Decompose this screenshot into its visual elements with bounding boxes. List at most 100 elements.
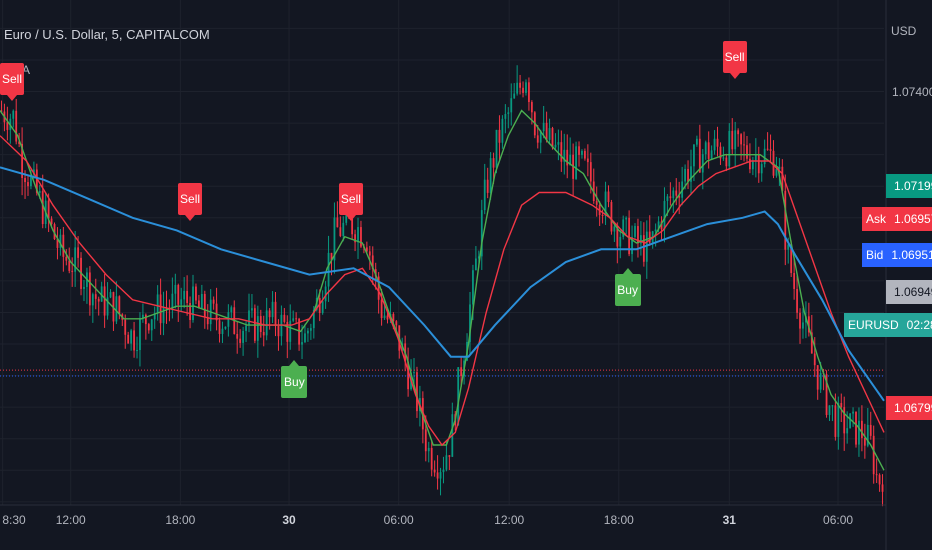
- candle: [333, 202, 336, 274]
- candle: [130, 328, 133, 351]
- candle: [640, 221, 642, 256]
- candle: [586, 144, 589, 177]
- candle: [88, 266, 91, 316]
- candle: [507, 107, 510, 129]
- ema-series: [0, 109, 885, 471]
- candle: [6, 106, 9, 141]
- price-tick-0: 1.07400: [892, 84, 932, 99]
- candle: [843, 396, 846, 451]
- candle: [548, 118, 551, 145]
- candle: [133, 321, 135, 358]
- candle: [339, 216, 342, 238]
- candle: [86, 267, 88, 304]
- candle: [242, 326, 244, 356]
- sell-signal-3: Sell: [722, 40, 747, 79]
- candle: [53, 222, 56, 240]
- candle: [268, 308, 271, 330]
- candle: [457, 366, 460, 426]
- candle: [489, 152, 492, 200]
- candle: [65, 249, 68, 266]
- candle: [109, 289, 112, 299]
- candle: [142, 303, 144, 323]
- candle: [74, 231, 77, 287]
- candle: [416, 366, 418, 418]
- candle: [743, 131, 745, 162]
- candle: [218, 317, 221, 343]
- ema-line-2: [0, 166, 885, 402]
- candle: [749, 143, 751, 174]
- candle: [321, 290, 324, 315]
- candle: [513, 83, 516, 99]
- candle: [757, 146, 760, 183]
- candle: [150, 318, 153, 341]
- candle: [248, 293, 250, 333]
- time-tick-8: 06:00: [823, 513, 854, 527]
- candle: [772, 140, 775, 179]
- candle: [563, 133, 566, 175]
- candle: [510, 83, 513, 126]
- candle: [849, 413, 852, 429]
- candle: [304, 323, 306, 344]
- candle: [828, 405, 831, 421]
- candle: [21, 127, 23, 196]
- candle: [139, 312, 141, 367]
- time-tick-2: 18:00: [165, 513, 196, 527]
- candle: [97, 296, 100, 316]
- candle: [710, 145, 713, 160]
- candle: [336, 201, 339, 228]
- candle: [878, 473, 881, 492]
- candle: [796, 275, 798, 319]
- candle: [200, 284, 203, 309]
- candle: [766, 132, 769, 151]
- candle: [27, 174, 29, 196]
- time-tick-6: 18:00: [603, 513, 634, 527]
- candle: [504, 104, 507, 134]
- candle: [622, 215, 625, 240]
- candle: [516, 65, 519, 96]
- candle: [675, 178, 678, 206]
- sell-signal-1: Sell: [178, 182, 203, 221]
- candle: [810, 314, 813, 354]
- candle: [498, 115, 501, 161]
- time-tick-4: 06:00: [383, 513, 414, 527]
- price-badge-0: 1.07199: [886, 174, 932, 198]
- candle: [56, 227, 59, 260]
- candle: [707, 131, 710, 169]
- candle: [483, 163, 486, 215]
- candle: [528, 77, 530, 111]
- symbol-title[interactable]: Euro / U.S. Dollar, 5, CAPITALCOM: [4, 27, 210, 42]
- candle: [442, 456, 445, 484]
- candle: [557, 129, 560, 161]
- candle: [522, 81, 524, 98]
- candle: [734, 121, 737, 167]
- candle: [186, 275, 189, 316]
- candle: [872, 425, 875, 484]
- candle: [725, 153, 728, 172]
- time-tick-1: 12:00: [55, 513, 86, 527]
- time-tick-7: 31: [722, 513, 736, 527]
- candle: [716, 126, 719, 157]
- candle: [501, 115, 504, 149]
- candle: [227, 304, 230, 337]
- candle: [256, 305, 259, 358]
- candle: [377, 272, 380, 314]
- candle: [83, 280, 85, 302]
- candle: [519, 74, 521, 95]
- candle: [637, 218, 639, 258]
- ema-line-0: [0, 109, 885, 471]
- candle: [760, 161, 763, 182]
- candle: [47, 193, 50, 233]
- candle: [180, 287, 183, 312]
- candle: [642, 222, 645, 267]
- candle: [536, 124, 539, 149]
- candle: [858, 407, 860, 457]
- candle: [365, 241, 368, 254]
- candle: [277, 319, 280, 351]
- candle: [198, 294, 200, 309]
- candle: [816, 365, 819, 400]
- candle: [271, 291, 274, 324]
- currency-label[interactable]: USD: [891, 24, 917, 38]
- candle: [251, 294, 253, 318]
